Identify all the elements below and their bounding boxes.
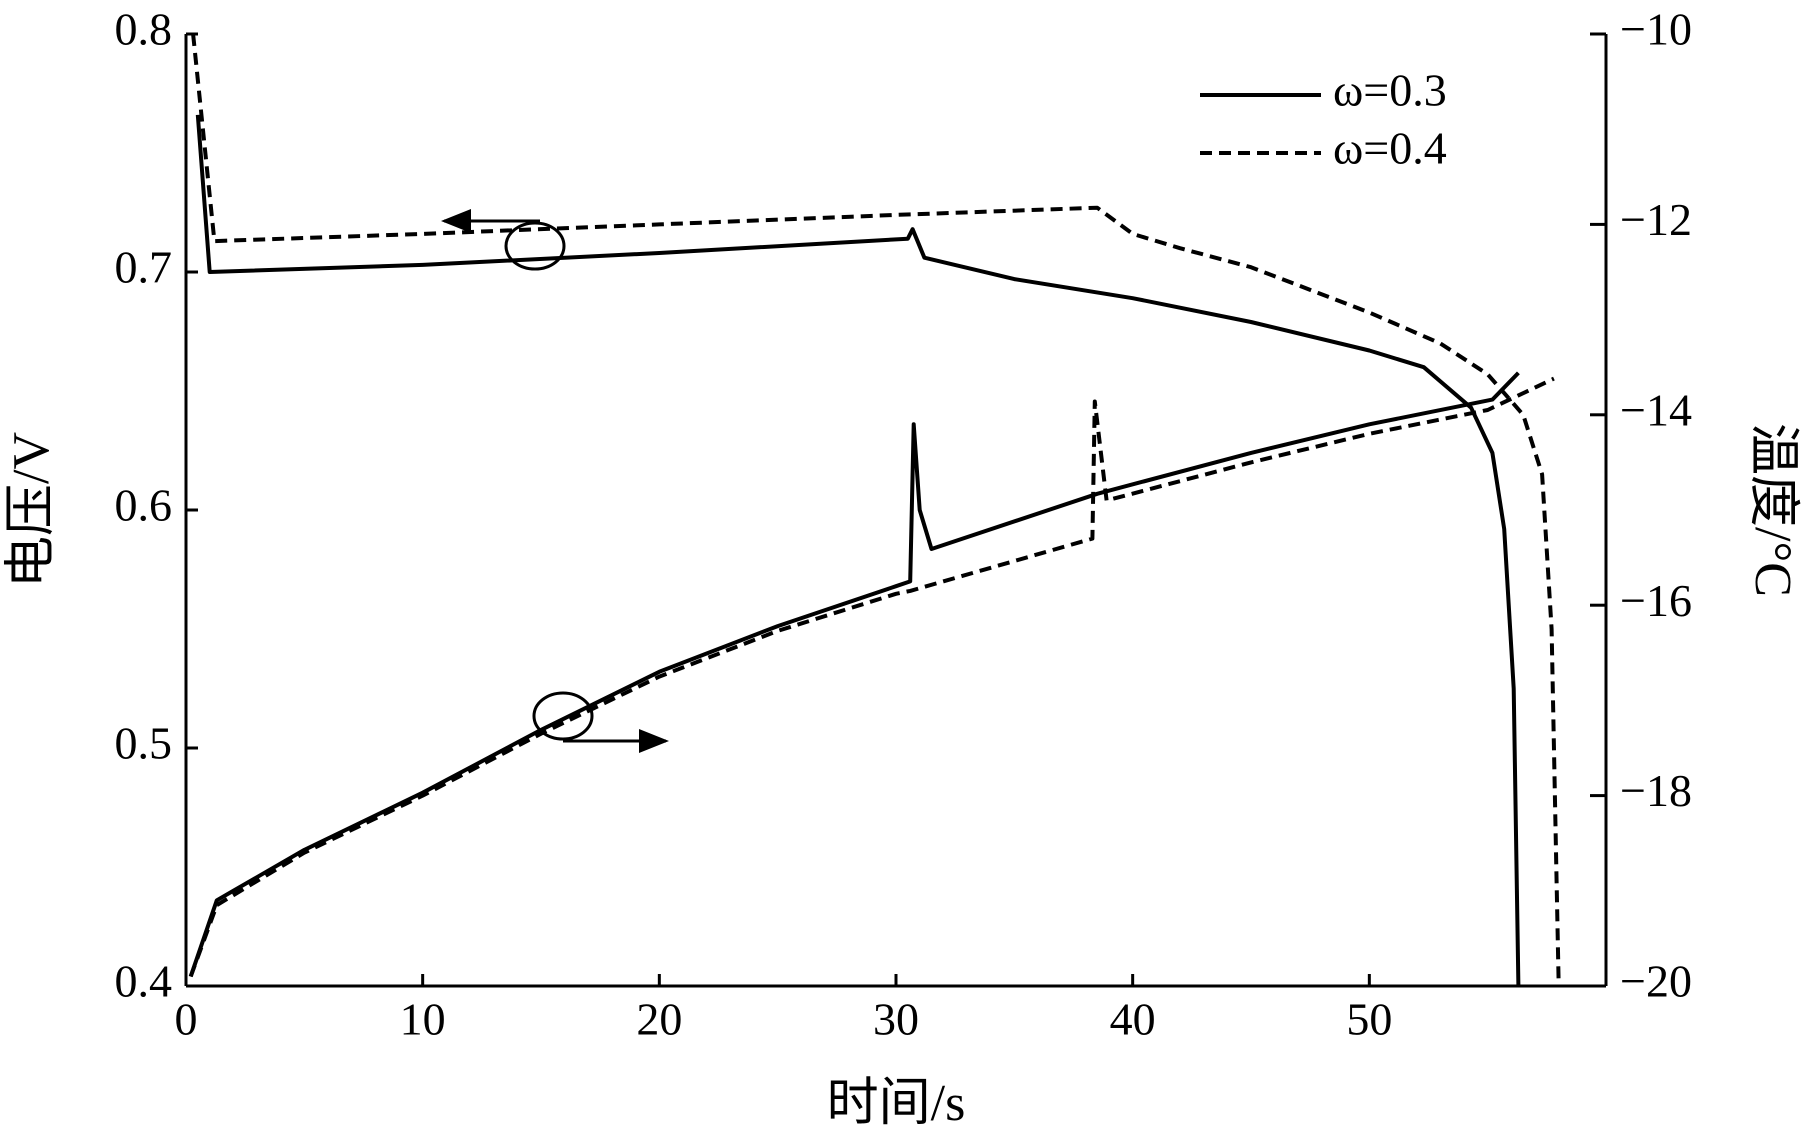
data-line <box>188 371 1520 978</box>
data-line <box>195 114 1521 987</box>
y-tick-label: 0.7 <box>115 242 173 293</box>
x-tick-label: 10 <box>400 994 446 1045</box>
y2-tick-label: −14 <box>1620 384 1692 435</box>
y2-axis-label: 温度/°C <box>1744 423 1801 597</box>
y-tick-label: 0.6 <box>115 480 173 531</box>
circle-marker <box>532 691 594 741</box>
x-tick-label: 20 <box>636 994 682 1045</box>
x-tick-label: 0 <box>175 994 198 1045</box>
y-tick-label: 0.5 <box>115 718 173 769</box>
y2-tick-label: −12 <box>1620 194 1692 245</box>
x-tick-label: 30 <box>873 994 919 1045</box>
y-axis-label: 电压/V <box>3 432 60 588</box>
y2-tick-label: −10 <box>1620 4 1692 55</box>
y2-tick-label: −16 <box>1620 575 1692 626</box>
legend-label: ω=0.4 <box>1333 123 1447 174</box>
x-axis-label: 时间/s <box>827 1075 966 1132</box>
circle-marker <box>504 221 566 271</box>
axes-frame <box>184 34 1608 988</box>
x-tick-label: 40 <box>1110 994 1156 1045</box>
y-tick-label: 0.4 <box>115 956 173 1007</box>
data-line <box>191 33 1561 987</box>
x-tick-label: 50 <box>1346 994 1392 1045</box>
data-line <box>188 376 1555 978</box>
legend-label: ω=0.3 <box>1333 65 1447 116</box>
annotations <box>441 209 669 753</box>
y2-tick-label: −18 <box>1620 765 1692 816</box>
y-tick-label: 0.8 <box>115 4 173 55</box>
y2-tick-label: −20 <box>1620 956 1692 1007</box>
